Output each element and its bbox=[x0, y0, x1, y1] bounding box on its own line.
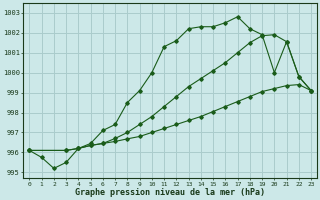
X-axis label: Graphe pression niveau de la mer (hPa): Graphe pression niveau de la mer (hPa) bbox=[75, 188, 265, 197]
